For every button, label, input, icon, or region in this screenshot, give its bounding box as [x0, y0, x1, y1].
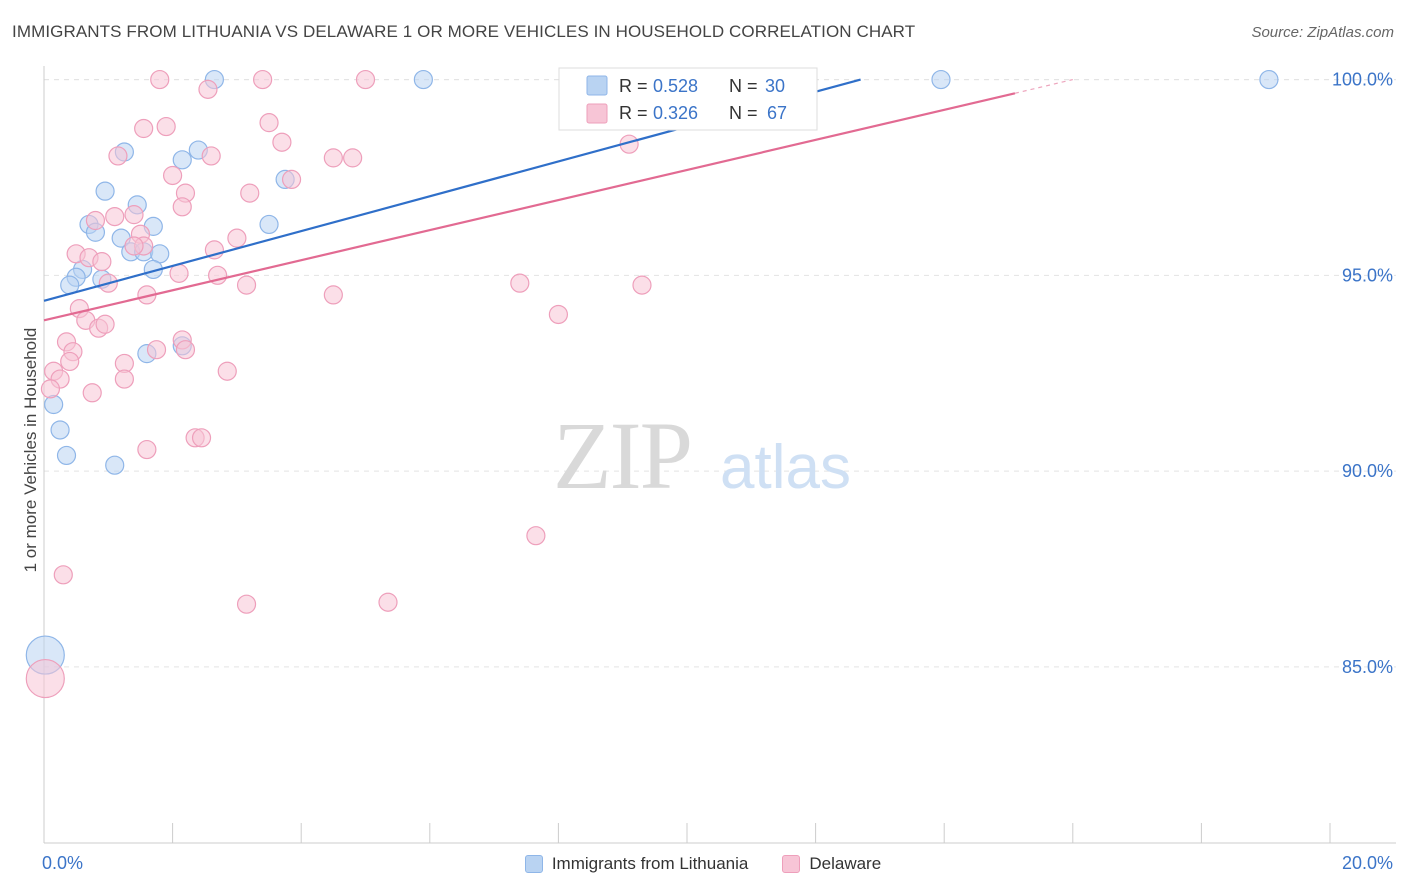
point-delaware — [124, 205, 144, 225]
point-delaware — [175, 340, 196, 360]
legend-marker-lithuania — [524, 855, 543, 873]
legend-swatch-lithuania — [586, 75, 608, 96]
point-delaware — [124, 236, 144, 256]
legend-r-value-2: 0.326 — [653, 103, 698, 123]
point-delaware — [137, 439, 157, 460]
point-delaware — [146, 340, 167, 360]
point-delaware — [378, 592, 398, 612]
x-tick-label: 0.0% — [42, 853, 83, 873]
point-delaware — [548, 304, 569, 325]
stats-legend: R = 0.528 N = 30 R = 0.326 N = 67 — [558, 67, 818, 131]
point-delaware — [227, 228, 247, 248]
legend-label-delaware: Delaware — [809, 854, 882, 873]
point-lithuania — [413, 69, 433, 90]
point-delaware — [236, 275, 257, 295]
x-tick-label: 20.0% — [1342, 853, 1393, 873]
point-delaware — [82, 383, 102, 403]
point-delaware — [163, 165, 183, 186]
watermark-atlas: atlas — [720, 433, 851, 502]
point-delaware — [25, 658, 65, 699]
point-lithuania — [172, 150, 192, 170]
point-delaware — [323, 285, 343, 305]
legend-swatch-delaware — [586, 103, 608, 124]
point-delaware — [323, 148, 343, 168]
legend-n-value-1: 30 — [765, 76, 785, 96]
y-tick-label: 85.0% — [1342, 657, 1393, 677]
legend-label-lithuania: Immigrants from Lithuania — [551, 854, 749, 873]
legend-r-label-2: R = — [619, 103, 653, 123]
point-lithuania — [50, 420, 70, 440]
point-lithuania — [105, 455, 125, 475]
trend-lines — [43, 78, 1073, 322]
trend-line-delaware-extension — [1014, 78, 1073, 94]
trend-line-delaware — [43, 92, 1016, 322]
axes — [43, 66, 1396, 844]
point-delaware — [355, 69, 376, 90]
chart-title: IMMIGRANTS FROM LITHUANIA VS DELAWARE 1 … — [12, 22, 916, 41]
point-lithuania — [95, 181, 115, 201]
point-delaware — [343, 148, 363, 168]
point-delaware — [632, 275, 652, 295]
point-delaware — [156, 116, 176, 137]
point-lithuania — [931, 69, 951, 90]
point-lithuania — [56, 445, 77, 466]
series-legend: Immigrants from Lithuania Delaware — [0, 852, 1406, 876]
point-delaware — [114, 369, 134, 389]
y-tick-label: 100.0% — [1332, 70, 1393, 90]
legend-marker-delaware — [782, 855, 801, 873]
legend-r-label-1: R = — [619, 76, 653, 96]
point-delaware — [217, 361, 237, 381]
point-delaware — [108, 146, 128, 166]
point-delaware — [281, 169, 302, 190]
point-delaware — [134, 118, 154, 139]
point-delaware — [85, 210, 106, 231]
point-delaware — [60, 351, 80, 372]
grid-lines — [44, 79, 1396, 668]
point-delaware — [95, 314, 115, 334]
watermark-zip: ZIP — [553, 402, 691, 509]
legend-n-value-2: 67 — [767, 103, 787, 123]
point-delaware — [198, 79, 218, 99]
legend-r-value-1: 0.528 — [653, 76, 698, 96]
source-credit: Source: ZipAtlas.com — [1251, 24, 1394, 41]
point-delaware — [150, 69, 170, 90]
y-tick-label: 90.0% — [1342, 461, 1393, 481]
point-delaware — [201, 146, 221, 166]
point-lithuania — [1259, 69, 1279, 90]
legend-n-label-2: N = — [729, 103, 763, 123]
point-lithuania — [259, 214, 279, 235]
point-delaware — [105, 207, 125, 227]
point-delaware — [191, 428, 212, 448]
legend-item-lithuania: Immigrants from Lithuania — [524, 854, 749, 874]
legend-n-label-1: N = — [729, 76, 763, 96]
point-delaware — [526, 526, 546, 546]
point-delaware — [240, 183, 260, 203]
tick-labels: 85.0% 90.0% 95.0% 100.0% 0.0% 20.0% — [42, 70, 1393, 873]
point-delaware — [253, 69, 273, 90]
point-delaware — [259, 113, 279, 133]
point-delaware — [510, 273, 530, 293]
point-lithuania — [44, 394, 64, 415]
watermark: ZIP atlas — [553, 402, 851, 509]
y-tick-label: 95.0% — [1342, 265, 1393, 285]
point-delaware — [236, 594, 257, 614]
point-delaware — [92, 252, 112, 272]
point-delaware — [40, 379, 61, 399]
point-delaware — [172, 197, 192, 217]
data-points — [25, 69, 1279, 699]
point-delaware — [169, 263, 189, 283]
point-delaware — [53, 565, 73, 585]
legend-item-delaware: Delaware — [782, 854, 881, 874]
point-delaware — [272, 132, 292, 152]
